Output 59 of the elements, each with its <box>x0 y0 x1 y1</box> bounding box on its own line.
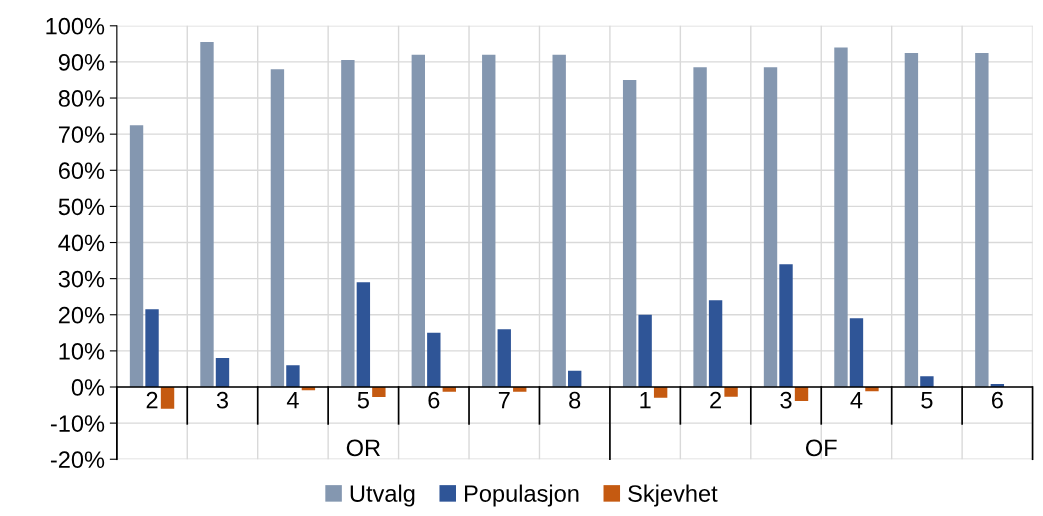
bar <box>129 125 144 387</box>
bar <box>427 332 441 387</box>
bar <box>920 376 934 387</box>
x-tick-label: 3 <box>216 391 229 409</box>
bar <box>779 264 793 387</box>
legend-label: Populasjon <box>465 484 579 507</box>
y-tick-label: 30% <box>58 270 105 288</box>
y-tick-label: 60% <box>58 162 105 180</box>
bar <box>286 365 300 387</box>
x-tick-label: 7 <box>498 392 510 409</box>
bar <box>200 42 214 387</box>
x-tick-label: 4 <box>850 392 863 409</box>
y-tick-label: 40% <box>58 234 105 252</box>
y-tick-label: -10% <box>50 415 105 432</box>
bar <box>904 52 919 387</box>
y-tick-label: 50% <box>58 198 105 216</box>
y-tick-label: -20% <box>50 451 105 469</box>
bar <box>482 54 496 387</box>
y-tick-label: 80% <box>58 90 105 107</box>
bar <box>497 329 511 387</box>
x-tick-label: 2 <box>710 391 721 409</box>
bar <box>763 67 778 387</box>
bar <box>552 54 566 387</box>
bar <box>975 52 989 387</box>
bar <box>411 54 425 387</box>
y-tick-label: 20% <box>58 306 105 324</box>
y-tick-label: 70% <box>58 126 105 143</box>
bar <box>834 47 848 387</box>
x-tick-label: 3 <box>780 391 792 409</box>
y-tick-label: 100% <box>46 17 105 35</box>
x-tick-label: 5 <box>921 392 933 409</box>
bar <box>693 67 707 387</box>
bar <box>160 387 175 409</box>
y-tick-label: 0% <box>71 379 105 396</box>
x-tick-label: 1 <box>640 392 651 409</box>
bar <box>724 387 738 397</box>
x-tick-label: 2 <box>146 391 158 409</box>
y-tick-label: 10% <box>59 342 105 360</box>
bar <box>341 60 355 387</box>
bar <box>372 387 386 398</box>
x-tick-label: 5 <box>357 392 369 409</box>
annotation: OR <box>346 439 380 457</box>
bar <box>849 318 864 387</box>
bar <box>215 358 230 387</box>
y-tick-label: 90% <box>58 53 105 71</box>
x-tick-label: 4 <box>286 392 299 409</box>
bar <box>708 300 723 387</box>
annotation: OF <box>805 439 837 457</box>
x-tick-label: 6 <box>991 391 1003 409</box>
bar <box>270 69 285 387</box>
bar <box>145 309 159 387</box>
bar <box>356 282 371 387</box>
bar <box>638 314 652 387</box>
bar <box>622 79 637 387</box>
bar <box>653 387 668 398</box>
legend-label: Skjevhet <box>628 484 718 507</box>
x-tick-label: 6 <box>428 391 440 409</box>
x-tick-label: 8 <box>569 391 581 409</box>
legend-label: Utvalg <box>350 484 415 507</box>
